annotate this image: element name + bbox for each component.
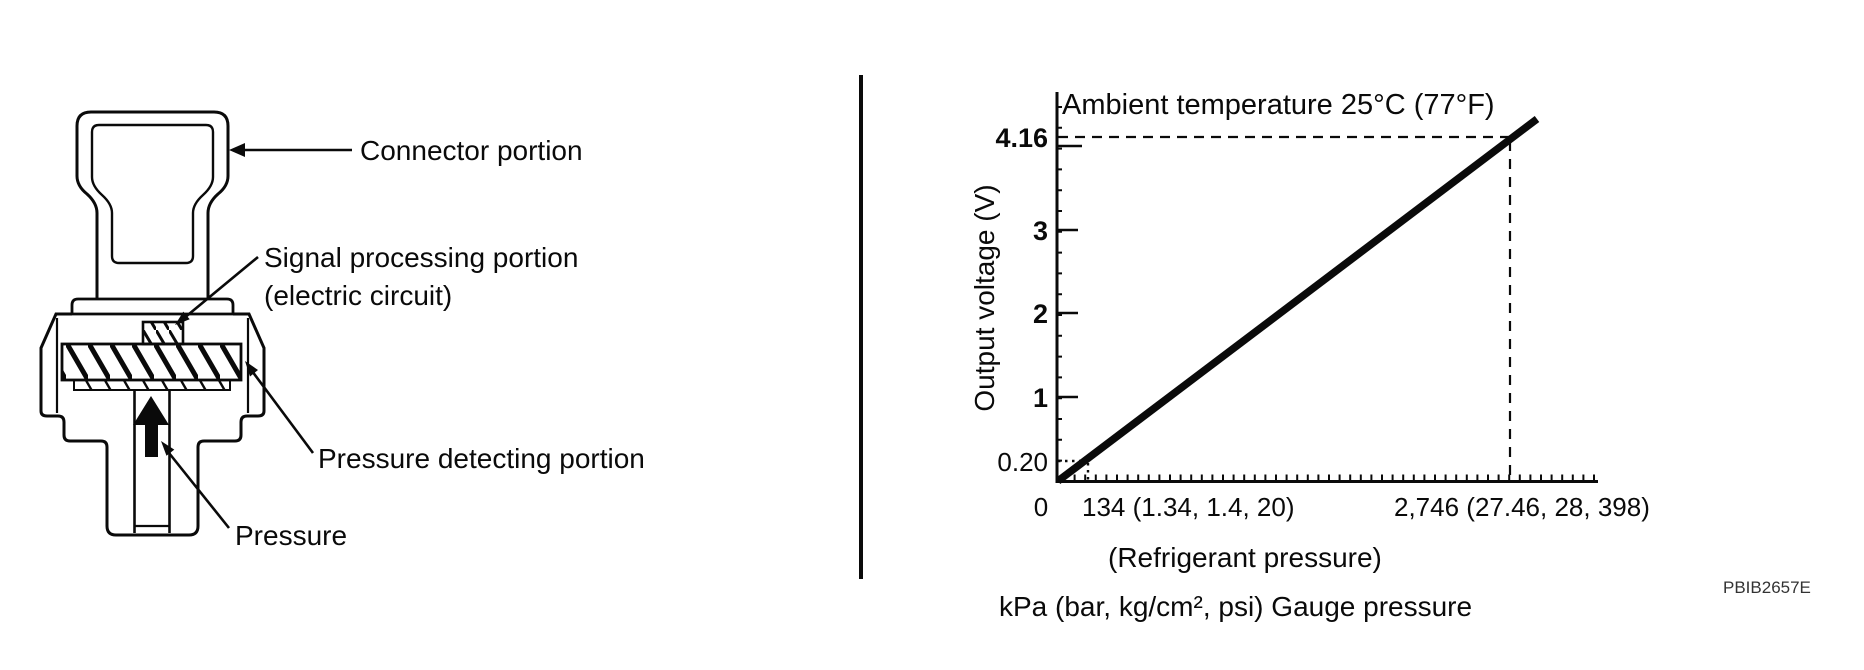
y-axis-label: Output voltage (V) bbox=[969, 184, 1000, 411]
signal-processing-label-line2: (electric circuit) bbox=[264, 280, 452, 311]
y-tick-label-1: 1 bbox=[1033, 383, 1048, 413]
signal-leader-arrow-icon bbox=[175, 311, 190, 325]
x-axis-label-line1: (Refrigerant pressure) bbox=[1108, 542, 1382, 573]
y-tick-label-2: 2 bbox=[1033, 299, 1048, 329]
pressure-leader-line bbox=[167, 452, 231, 529]
y-tick-label-0-20: 0.20 bbox=[997, 447, 1048, 477]
signal-leader-line bbox=[182, 255, 259, 321]
body-cap-plate bbox=[70, 297, 235, 316]
sensor-callouts bbox=[161, 143, 352, 529]
connector-portion-outline bbox=[75, 110, 230, 299]
signal-processing-label-line1: Signal processing portion bbox=[264, 242, 578, 273]
detecting-leader-arrow-icon bbox=[245, 361, 258, 377]
y-tick-label-3: 3 bbox=[1033, 216, 1048, 246]
pressure-label: Pressure bbox=[235, 520, 347, 551]
voltage-chart bbox=[1055, 92, 1598, 484]
signal-processing-element bbox=[141, 320, 185, 346]
connector-cavity-line bbox=[90, 123, 215, 265]
detecting-leader-line bbox=[250, 370, 315, 454]
y-tick-label-4-16: 4.16 bbox=[995, 123, 1048, 153]
sensor-cross-section bbox=[39, 110, 266, 537]
pressure-detecting-element bbox=[60, 342, 243, 382]
x-tick-label-134: 134 (1.34, 1.4, 20) bbox=[1082, 492, 1294, 522]
chart-title: Ambient temperature 25°C (77°F) bbox=[1062, 89, 1495, 121]
x-tick-label-2746: 2,746 (27.46, 28, 398) bbox=[1394, 492, 1650, 522]
pressure-flow-arrow-icon bbox=[133, 396, 169, 457]
figure-code: PBIB2657E bbox=[1723, 578, 1811, 597]
x-axis-label-line2: kPa (bar, kg/cm², psi) Gauge pressure bbox=[999, 591, 1472, 622]
pressure-detecting-label: Pressure detecting portion bbox=[318, 443, 645, 474]
pressure-leader-arrow-icon bbox=[161, 441, 175, 456]
voltage-curve-line bbox=[1055, 116, 1540, 484]
connector-leader-arrow-icon bbox=[229, 143, 245, 157]
x-tick-label-0: 0 bbox=[1034, 492, 1048, 522]
detecting-strip bbox=[73, 379, 231, 391]
connector-portion-label: Connector portion bbox=[360, 135, 583, 166]
